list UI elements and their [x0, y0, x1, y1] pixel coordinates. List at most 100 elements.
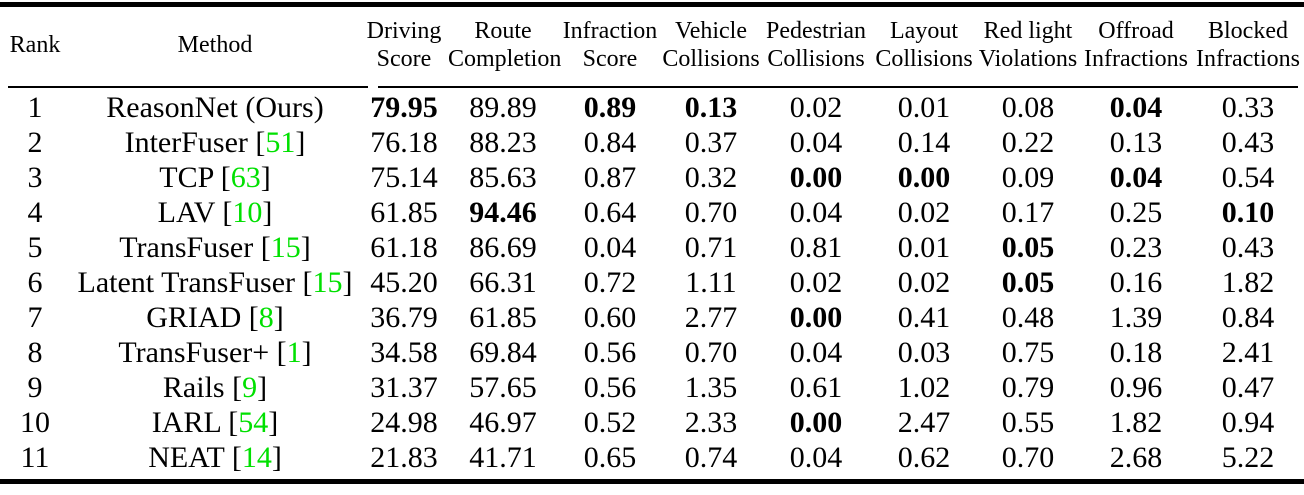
citation-link[interactable]: 15 [261, 231, 311, 264]
citation-number[interactable]: 15 [270, 231, 301, 264]
citation-number[interactable]: 14 [241, 441, 272, 474]
value-cell: 0.14 [897, 126, 951, 159]
value-cell: 1.35 [684, 371, 738, 404]
rank-cell: 8 [27, 336, 43, 369]
citation-link[interactable]: 9 [232, 371, 267, 404]
value-cell: 0.84 [1221, 301, 1275, 334]
col-header-text: Pedestrian [766, 18, 866, 44]
method-name: TransFuser+ [118, 336, 270, 369]
citation-link[interactable]: 51 [255, 126, 305, 159]
rank-cell: 6 [27, 266, 43, 299]
citation-number[interactable]: 10 [232, 196, 263, 229]
value-cell: 0.04 [789, 441, 843, 474]
method-name: Rails [162, 371, 225, 404]
value-cell: 0.00 [789, 406, 843, 439]
value-cell: 2.33 [684, 406, 738, 439]
value-cell: 0.33 [1221, 91, 1275, 124]
method-cell: NEAT 14 [70, 440, 360, 475]
citation-number[interactable]: 54 [238, 406, 269, 439]
method-cell: Latent TransFuser 15 [70, 265, 360, 300]
value-cell: 61.85 [370, 196, 438, 229]
value-cell: 57.65 [469, 371, 537, 404]
value-cell: 0.04 [789, 126, 843, 159]
citation-link[interactable]: 14 [232, 441, 282, 474]
table-row: 4 LAV 10 61.85 94.46 0.64 0.70 0.04 0.02 0.17 0.2… [0, 195, 1304, 230]
value-cell: 85.63 [469, 161, 537, 194]
value-cell: 0.09 [1001, 161, 1055, 194]
value-cell: 0.18 [1109, 336, 1163, 369]
method-name: GRIAD [146, 301, 242, 334]
value-cell: 0.56 [583, 336, 637, 369]
value-cell: 0.00 [789, 301, 843, 334]
value-cell: 0.25 [1109, 196, 1163, 229]
table-body: 1 ReasonNet (Ours) 79.95 89.89 0.89 0.13 0.02 0… [0, 90, 1304, 475]
value-cell: 0.56 [583, 371, 637, 404]
col-header-blocked-infractions: Blocked Infractions [1192, 0, 1304, 90]
value-cell: 0.02 [789, 91, 843, 124]
top-rule [0, 2, 1304, 7]
value-cell: 41.71 [469, 441, 537, 474]
rank-cell: 11 [20, 441, 50, 474]
method-cell: Rails 9 [70, 370, 360, 405]
citation-number[interactable]: 63 [230, 161, 261, 194]
value-cell: 0.72 [583, 266, 637, 299]
value-cell: 0.00 [897, 161, 951, 194]
col-header-text: Rank [9, 32, 61, 58]
value-cell: 76.18 [370, 126, 438, 159]
col-header-text: Collisions [767, 46, 865, 72]
col-header-text: Collisions [875, 46, 973, 72]
value-cell: 0.43 [1221, 126, 1275, 159]
citation-number[interactable]: 8 [258, 301, 274, 334]
value-cell: 0.22 [1001, 126, 1055, 159]
method-cell: TransFuser 15 [70, 230, 360, 265]
value-cell: 24.98 [370, 406, 438, 439]
table-row: 1 ReasonNet (Ours) 79.95 89.89 0.89 0.13 0.02 0… [0, 90, 1304, 125]
col-header-text: Violations [978, 46, 1078, 72]
value-cell: 0.04 [1109, 91, 1163, 124]
method-cell: IARL 54 [70, 405, 360, 440]
value-cell: 0.05 [1001, 231, 1055, 264]
value-cell: 0.10 [1221, 196, 1275, 229]
value-cell: 0.48 [1001, 301, 1055, 334]
bottom-rule [0, 479, 1304, 484]
value-cell: 79.95 [370, 91, 438, 124]
citation-number[interactable]: 9 [242, 371, 258, 404]
value-cell: 45.20 [370, 266, 438, 299]
table-row: 11 NEAT 14 21.83 41.71 0.65 0.74 0.04 0.62 0.70 2… [0, 440, 1304, 475]
value-cell: 75.14 [370, 161, 438, 194]
value-cell: 61.18 [370, 231, 438, 264]
value-cell: 0.96 [1109, 371, 1163, 404]
value-cell: 0.23 [1109, 231, 1163, 264]
method-name: Latent TransFuser [77, 266, 296, 299]
value-cell: 88.23 [469, 126, 537, 159]
value-cell: 1.82 [1221, 266, 1275, 299]
col-header-pedestrian-collisions: Pedestrian Collisions [760, 0, 872, 90]
citation-number[interactable]: 1 [286, 336, 302, 369]
value-cell: 0.61 [789, 371, 843, 404]
citation-number[interactable]: 51 [265, 126, 296, 159]
value-cell: 0.02 [789, 266, 843, 299]
value-cell: 46.97 [469, 406, 537, 439]
value-cell: 1.82 [1109, 406, 1163, 439]
citation-link[interactable]: 10 [222, 196, 272, 229]
table-row: 6 Latent TransFuser 15 45.20 66.31 0.72 1.11 0… [0, 265, 1304, 300]
citation-number[interactable]: 15 [312, 266, 343, 299]
value-cell: 0.89 [583, 91, 637, 124]
rank-cell: 3 [27, 161, 43, 194]
citation-link[interactable]: 8 [249, 301, 284, 334]
value-cell: 0.79 [1001, 371, 1055, 404]
value-cell: 0.41 [897, 301, 951, 334]
citation-link[interactable]: 63 [221, 161, 271, 194]
rank-cell: 9 [27, 371, 43, 404]
value-cell: 0.32 [684, 161, 738, 194]
citation-link[interactable]: 15 [303, 266, 353, 299]
rank-cell: 1 [27, 91, 43, 124]
value-cell: 0.64 [583, 196, 637, 229]
citation-link[interactable]: 54 [228, 406, 278, 439]
value-cell: 21.83 [370, 441, 438, 474]
value-cell: 61.85 [469, 301, 537, 334]
value-cell: 0.17 [1001, 196, 1055, 229]
citation-link[interactable]: 1 [277, 336, 312, 369]
